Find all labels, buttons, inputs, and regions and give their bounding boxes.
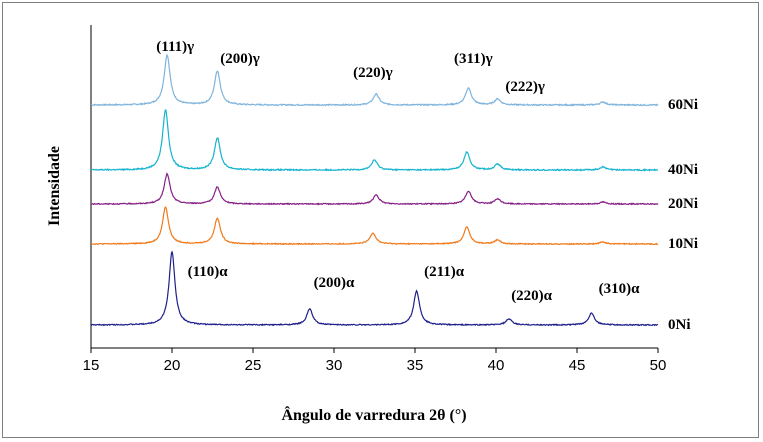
series-line-40ni [90, 109, 659, 172]
series-lines [90, 53, 659, 327]
peak-label-0: (111)γ [156, 39, 194, 55]
x-tick-label-30: 30 [326, 357, 343, 374]
x-tick-label-15: 15 [83, 357, 100, 374]
series-label-10ni: 10Ni [668, 236, 698, 252]
xrd-chart: 15 20 25 30 35 40 45 50 (111)γ (200)γ (220)γ (311)… [46, 25, 698, 424]
series-label-60ni: 60Ni [668, 97, 698, 113]
chart-frame: 15 20 25 30 35 40 45 50 (111)γ (200)γ (220)γ (311)… [2, 2, 759, 438]
peak-label-3: (311)γ [454, 51, 493, 67]
series-line-60ni [90, 53, 659, 107]
peak-label-8: (220)α [511, 288, 552, 304]
x-axis-title: Ângulo de varredura 2θ (°) [281, 405, 466, 424]
series-line-20ni [90, 172, 659, 206]
peak-label-2: (220)γ [353, 65, 393, 81]
x-ticks: 15 20 25 30 35 40 45 50 [83, 348, 667, 374]
peak-label-7: (211)α [424, 264, 465, 280]
x-tick-label-45: 45 [569, 357, 586, 374]
x-tick-label-40: 40 [488, 357, 505, 374]
y-axis-title: Intensidade [46, 146, 63, 226]
x-tick-label-35: 35 [407, 357, 424, 374]
series-labels: 60Ni 40Ni 20Ni 10Ni 0Ni [668, 97, 698, 333]
peak-label-5: (110)α [188, 264, 229, 280]
x-tick-label-50: 50 [650, 357, 667, 374]
peak-label-6: (200)α [314, 275, 355, 291]
peak-label-9: (310)α [599, 281, 640, 297]
series-line-10ni [90, 206, 659, 246]
peak-labels: (111)γ (200)γ (220)γ (311)γ (222)γ (110)α (200… [156, 39, 640, 304]
peak-label-4: (222)γ [505, 79, 545, 95]
x-tick-label-20: 20 [164, 357, 181, 374]
series-line-0ni [90, 250, 659, 327]
series-label-40ni: 40Ni [668, 162, 698, 178]
axes [90, 25, 658, 349]
peak-label-1: (200)γ [220, 51, 260, 67]
series-label-0ni: 0Ni [668, 317, 691, 333]
x-tick-label-25: 25 [245, 357, 262, 374]
series-label-20ni: 20Ni [668, 196, 698, 212]
